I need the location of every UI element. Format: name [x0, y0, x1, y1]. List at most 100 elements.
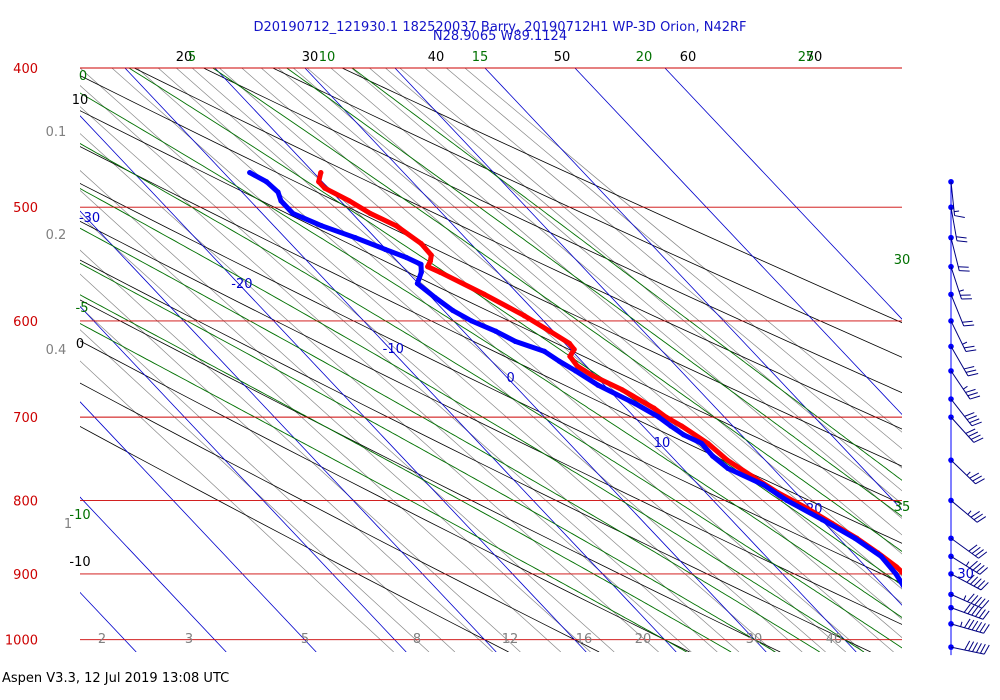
wind-barb-half-flag: [965, 561, 970, 567]
wind-barb: [948, 571, 989, 591]
chart-subtitle: N28.9065 W89.1124: [433, 29, 567, 44]
wind-barb-flag: [971, 620, 979, 631]
temperature-trace-point: [393, 223, 399, 229]
wind-barb: [948, 263, 972, 300]
isotherms: [0, 68, 902, 652]
wind-barb-half-flag: [963, 595, 967, 601]
isotherm-label: -20: [231, 277, 252, 292]
wind-barb-flag: [975, 621, 983, 632]
wind-barb-flag: [966, 574, 975, 583]
mixing-ratio-line: [260, 68, 902, 620]
wind-barb-flag: [968, 431, 979, 437]
temperature-trace-point: [571, 346, 577, 353]
wind-barb-half-flag: [958, 289, 964, 292]
wind-barb-flag: [963, 603, 971, 613]
moist-adiabat-label: 15: [472, 50, 489, 65]
dry-adiabat-line: [80, 299, 781, 652]
temperature-trace-point: [619, 387, 625, 393]
wind-barb-flag: [978, 609, 986, 619]
wind-barb-flag: [971, 606, 979, 616]
wind-barb-staff: [950, 207, 958, 241]
wind-barb-staff: [950, 573, 982, 591]
wind-barb-flag: [977, 580, 986, 589]
temperature-trace-point: [316, 179, 322, 185]
moist-adiabat-label: -5: [76, 301, 89, 316]
wind-barb-half-flag: [967, 510, 972, 515]
temperature-trace-point: [893, 564, 900, 570]
dry-adiabat-label: 0: [76, 337, 84, 352]
moist-adiabat-label: 35: [894, 500, 911, 515]
dewpoint-trace-point: [541, 348, 548, 354]
wind-barb-staff: [950, 459, 976, 485]
wind-barb-flag: [975, 643, 982, 653]
temperature-trace-point: [927, 605, 932, 610]
moist-adiabat-line: [80, 227, 820, 652]
mixing-ratio-line: [111, 68, 775, 652]
wind-barb: [948, 553, 989, 575]
dry-adiabat-label: 10: [72, 93, 89, 108]
wind-barb: [948, 368, 981, 400]
wind-barb-flag: [973, 437, 984, 443]
wind-barb-flag: [978, 598, 986, 607]
dewpoint-trace-point: [247, 169, 253, 176]
pressure-tick-label: 400: [13, 62, 38, 77]
wind-barb-staff: [950, 607, 984, 620]
mixing-ratio-line: [191, 68, 864, 652]
mixing-ratio-lines: [80, 68, 902, 652]
wind-barb-flag: [974, 549, 984, 557]
wind-barb-flag: [965, 388, 976, 393]
moist-adiabat-label: 20: [636, 50, 653, 65]
dewpoint-trace-point: [904, 588, 909, 593]
wind-barb-flag: [970, 576, 979, 585]
dewpoint-trace-point: [920, 624, 925, 629]
moist-adiabat-label: 30: [894, 253, 911, 268]
pressure-tick-label: 600: [13, 315, 38, 330]
wind-barb-flag: [968, 544, 978, 552]
wind-barb-staff: [950, 320, 967, 352]
mixing-ratio-label: 3: [185, 632, 193, 647]
mixing-ratio-label: 1: [64, 517, 72, 532]
isotherm-line: [394, 68, 902, 606]
wind-barb-flag: [967, 619, 975, 630]
temperature-trace-point: [909, 578, 914, 583]
moist-adiabat-label: 5: [188, 50, 196, 65]
wind-barb-staff: [950, 266, 962, 300]
wind-barb: [948, 603, 990, 620]
dry-adiabat-label: 50: [554, 50, 571, 65]
isotherm-line: [80, 401, 317, 652]
mixing-ratio-label: 0.4: [46, 343, 67, 358]
moist-adiabat-line: [80, 187, 865, 652]
moist-adiabat-label: 0: [79, 69, 87, 84]
wind-barb-flag: [967, 605, 975, 615]
temperature-trace-point: [724, 457, 730, 463]
wind-barb-flag: [963, 324, 975, 327]
dry-adiabat-line: [80, 259, 871, 652]
wind-barb-flag: [969, 418, 980, 424]
isotherm-line: [0, 68, 46, 652]
wind-barb-flag: [970, 434, 981, 440]
dewpoint-trace-point: [418, 269, 424, 275]
dry-adiabat-line: [80, 183, 902, 584]
temperature-trace-point: [346, 198, 353, 204]
dry-adiabat-line: [80, 426, 509, 652]
wind-barb: [948, 414, 984, 443]
moist-adiabat-line: [212, 68, 902, 553]
mixing-ratio-line: [446, 68, 902, 450]
dry-adiabat-label: 60: [680, 50, 697, 65]
wind-barb-flag: [968, 641, 975, 652]
isotherm-line: [574, 68, 902, 416]
mixing-ratio-label: 16: [576, 632, 593, 647]
wind-barb: [948, 234, 970, 272]
wind-barb-flag: [964, 412, 975, 417]
wind-barb-half-flag: [966, 471, 971, 476]
wind-barb-staff: [950, 346, 969, 377]
dewpoint-trace-point: [942, 640, 947, 645]
dewpoint-trace-point: [698, 440, 705, 446]
temperature-trace-point: [941, 628, 946, 633]
wind-barb-half-flag: [963, 385, 968, 390]
moist-adiabats: [80, 68, 902, 652]
wind-barb-flag: [970, 510, 980, 518]
pressure-tick-label: 700: [13, 411, 38, 426]
moist-adiabat-label: -10: [69, 508, 90, 523]
